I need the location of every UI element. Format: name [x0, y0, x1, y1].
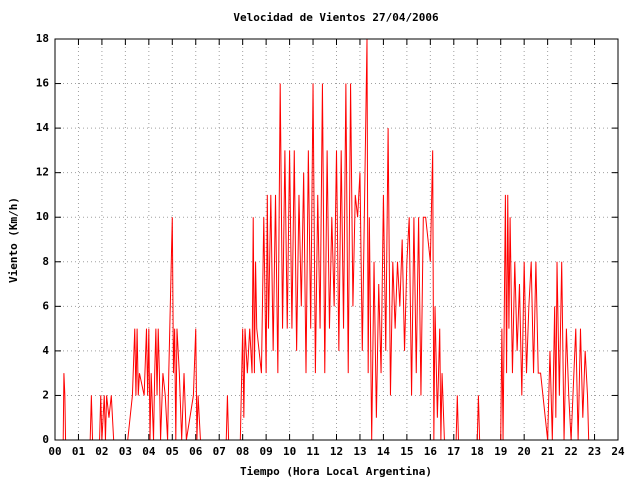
y-tick-label: 16 [36, 77, 50, 90]
data-line [55, 38, 590, 441]
x-tick-label: 07 [213, 445, 226, 458]
x-tick-label: 18 [471, 445, 484, 458]
x-tick-label: 16 [424, 445, 438, 458]
y-tick-label: 0 [42, 433, 49, 446]
x-tick-label: 12 [330, 445, 343, 458]
x-tick-label: 09 [260, 445, 273, 458]
x-tick-label: 05 [166, 445, 179, 458]
x-tick-label: 13 [353, 445, 366, 458]
x-tick-label: 01 [72, 445, 86, 458]
x-tick-label: 19 [494, 445, 507, 458]
y-tick-label: 2 [42, 388, 49, 401]
y-tick-label: 6 [42, 299, 49, 312]
x-tick-label: 23 [588, 445, 601, 458]
x-tick-label: 04 [142, 445, 156, 458]
x-tick-label: 00 [48, 445, 61, 458]
y-tick-label: 18 [36, 32, 49, 45]
x-tick-label: 21 [541, 445, 555, 458]
plot-frame [54, 38, 619, 441]
x-axis-label: Tiempo (Hora Local Argentina) [240, 465, 432, 478]
x-tick-label: 08 [236, 445, 249, 458]
x-tick-label: 10 [283, 445, 296, 458]
y-tick-label: 12 [36, 166, 49, 179]
x-tick-label: 20 [518, 445, 531, 458]
x-tick-label: 15 [400, 445, 413, 458]
x-tick-label: 11 [306, 445, 320, 458]
x-tick-label: 14 [377, 445, 391, 458]
x-tick-label: 02 [95, 445, 108, 458]
chart-title: Velocidad de Vientos 27/04/2006 [233, 11, 439, 24]
y-axis-label: Viento (Km/h) [7, 197, 20, 283]
y-tick-label: 4 [42, 344, 49, 357]
y-tick-label: 14 [36, 121, 50, 134]
x-tick-label: 06 [189, 445, 203, 458]
x-tick-label: 24 [611, 445, 625, 458]
y-tick-label: 10 [36, 210, 49, 223]
x-tick-label: 03 [119, 445, 132, 458]
x-tick-label: 22 [564, 445, 577, 458]
x-tick-label: 17 [447, 445, 460, 458]
y-tick-label: 8 [42, 255, 49, 268]
